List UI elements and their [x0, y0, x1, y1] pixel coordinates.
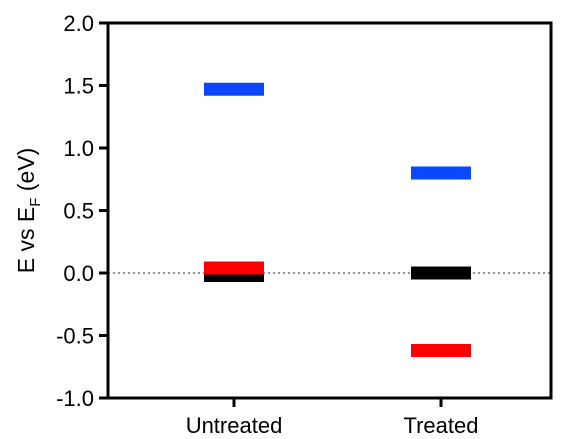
x-ticks: [232, 398, 443, 407]
x-tick-label: Treated: [403, 413, 478, 438]
x-tick-labels: Untreated Treated: [186, 413, 479, 438]
y-tick-label: -0.5: [56, 324, 94, 349]
x-tick-label: Untreated: [186, 413, 283, 438]
y-tick-label: 0.5: [63, 199, 94, 224]
level-bars: [204, 82, 471, 357]
y-tick-label: 1.5: [63, 74, 94, 99]
level-bar: [204, 82, 264, 96]
y-axis-label: E vs EF (eV): [13, 148, 44, 273]
y-tick-label: -1.0: [56, 386, 94, 411]
y-axis-label-suffix: (eV): [13, 148, 39, 198]
level-bar: [411, 166, 471, 180]
y-tick-label: 0.0: [63, 261, 94, 286]
level-bar: [204, 261, 264, 275]
level-bar: [411, 344, 471, 357]
y-tick-labels: -1.0 -0.5 0.0 0.5 1.0 1.5 2.0: [56, 11, 94, 411]
y-axis-label-prefix: E vs E: [13, 207, 39, 273]
y-tick-label: 1.0: [63, 136, 94, 161]
y-ticks: [99, 21, 108, 400]
y-axis-label-subscript: F: [27, 198, 44, 207]
plot-frame: [106, 21, 553, 400]
y-tick-label: 2.0: [63, 11, 94, 36]
level-bar: [411, 266, 471, 280]
